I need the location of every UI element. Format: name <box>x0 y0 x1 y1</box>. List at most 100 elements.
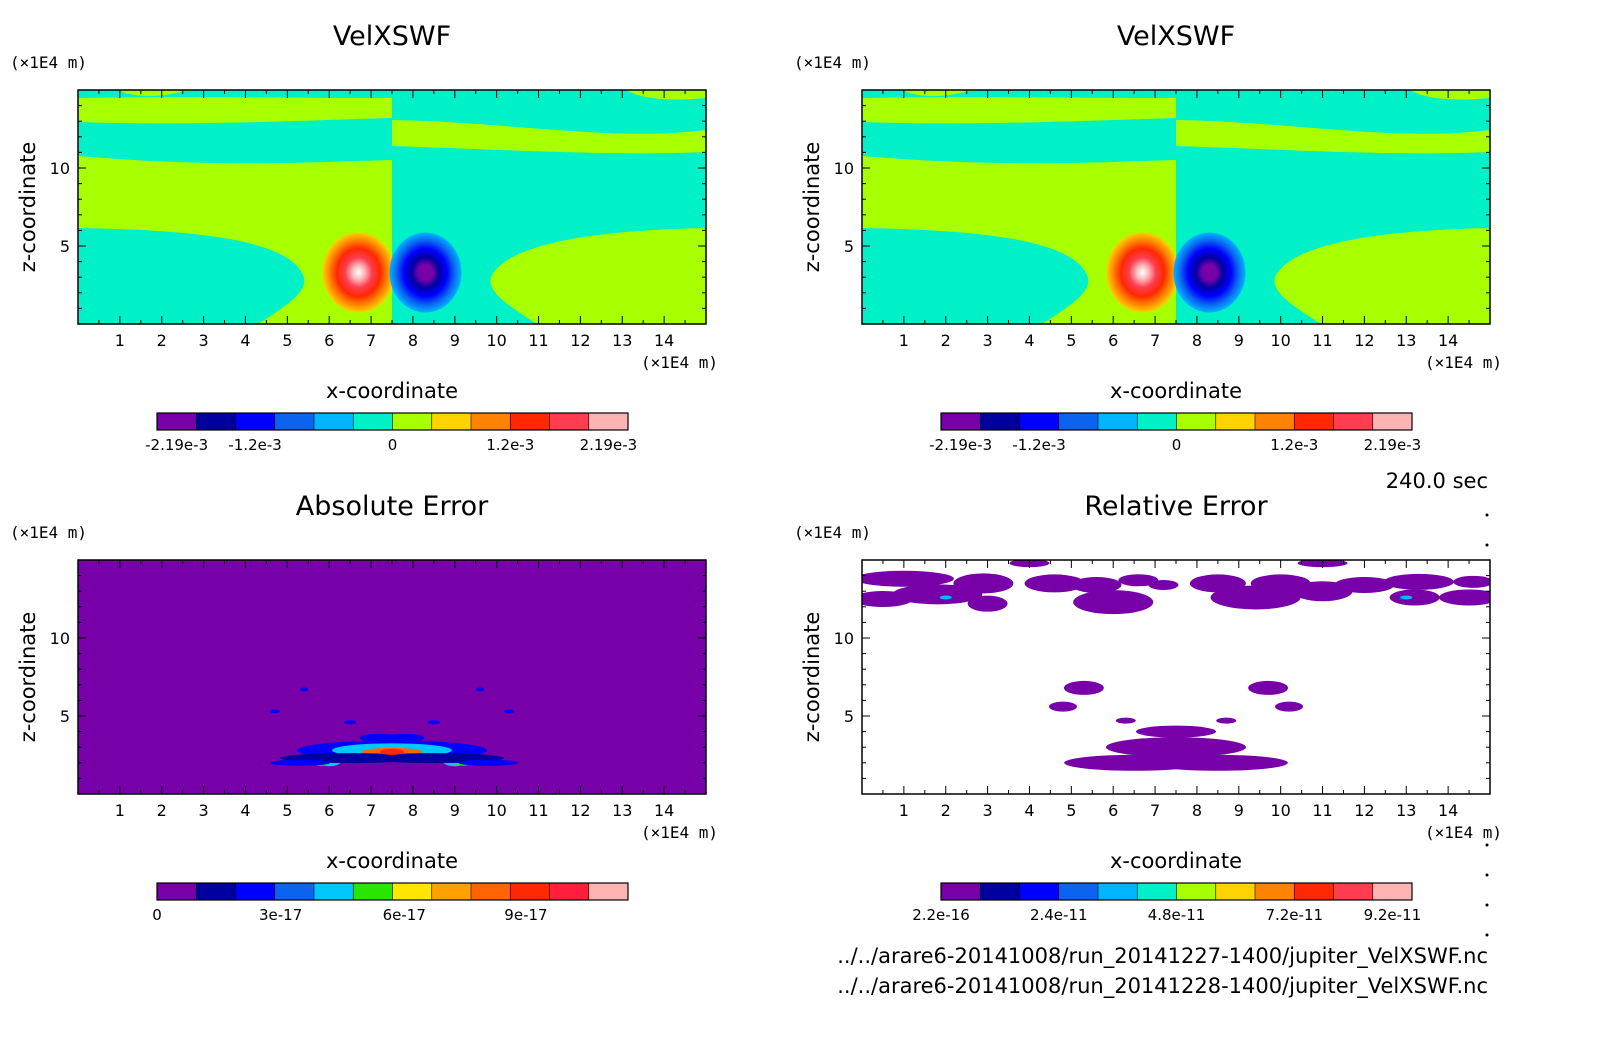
colorbar-cell <box>314 883 354 900</box>
marker-dot <box>1485 843 1489 847</box>
colorbar-cell <box>1098 413 1138 430</box>
colorbar-tick-label: 3e-17 <box>259 906 302 924</box>
x-tick-label: 1 <box>115 331 125 350</box>
x-unit-label: (×1E4 m) <box>641 353 718 372</box>
x-tick-label: 6 <box>324 331 334 350</box>
colorbar-cell <box>314 413 354 430</box>
x-tick-label: 14 <box>1438 801 1458 820</box>
chart-title: Absolute Error <box>296 491 489 522</box>
x-tick-label: 11 <box>528 801 548 820</box>
error-blob <box>1439 589 1490 606</box>
colorbar-cell <box>941 413 981 430</box>
colorbar-cell <box>980 413 1020 430</box>
x-tick-label: 6 <box>1108 801 1118 820</box>
x-tick-label: 2 <box>157 331 167 350</box>
colorbar-cell <box>1098 883 1138 900</box>
error-blob <box>384 733 425 742</box>
x-tick-label: 11 <box>1312 331 1332 350</box>
colorbar-cell <box>1176 413 1216 430</box>
x-tick-label: 8 <box>1192 801 1202 820</box>
x-tick-label: 7 <box>1150 801 1160 820</box>
error-blob <box>458 759 519 766</box>
field-band <box>1410 90 1490 100</box>
y-axis-label: z-coordinate <box>800 142 824 273</box>
x-tick-label: 8 <box>1192 331 1202 350</box>
x-tick-label: 9 <box>1234 801 1244 820</box>
colorbar-cell <box>1058 883 1098 900</box>
colorbar-cell <box>196 883 236 900</box>
colorbar-tick-label: 1.2e-3 <box>486 436 534 454</box>
positive-anomaly <box>1106 232 1179 313</box>
x-tick-label: 6 <box>324 801 334 820</box>
colorbar-cell <box>235 883 275 900</box>
y-unit-label: (×1E4 m) <box>794 523 871 542</box>
colorbar-cell <box>1372 413 1412 430</box>
colorbar-cell <box>1333 883 1373 900</box>
x-axis-label: x-coordinate <box>326 379 458 403</box>
error-blob <box>862 570 954 587</box>
x-axis-label: x-coordinate <box>1110 849 1242 873</box>
colorbar-tick-label: 6e-17 <box>383 906 426 924</box>
marker-dot <box>1485 873 1489 877</box>
x-tick-label: 9 <box>450 801 460 820</box>
colorbar-cell <box>980 883 1020 900</box>
colorbar-cell <box>1255 413 1295 430</box>
error-blob <box>1248 680 1289 695</box>
x-tick-label: 5 <box>282 801 292 820</box>
colorbar-cell <box>1137 883 1177 900</box>
x-tick-label: 10 <box>1270 331 1290 350</box>
colorbar-cell <box>588 413 628 430</box>
colorbar-cell <box>392 883 432 900</box>
file-path: ../../arare6-20141008/run_20141227-1400/… <box>837 944 1488 969</box>
x-tick-label: 14 <box>654 331 674 350</box>
x-tick-label: 4 <box>1024 331 1034 350</box>
x-tick-label: 6 <box>1108 331 1118 350</box>
colorbar-tick-label: 0 <box>388 436 398 454</box>
error-blob <box>1071 576 1122 593</box>
x-tick-label: 4 <box>1024 801 1034 820</box>
x-tick-label: 1 <box>899 801 909 820</box>
y-axis-label: z-coordinate <box>16 612 40 743</box>
error-blob <box>427 720 440 725</box>
x-tick-label: 8 <box>408 801 418 820</box>
field-band <box>118 90 188 97</box>
field-band <box>1274 228 1490 324</box>
colorbar-cell <box>157 883 197 900</box>
negative-anomaly <box>1173 232 1246 313</box>
error-blob <box>1334 576 1395 593</box>
chart-title: VelXSWF <box>333 21 451 52</box>
x-tick-label: 12 <box>1354 801 1374 820</box>
colorbar-cell <box>431 883 471 900</box>
x-tick-label: 14 <box>1438 331 1458 350</box>
x-tick-label: 3 <box>983 331 993 350</box>
error-blob <box>269 759 330 766</box>
x-tick-label: 13 <box>612 331 632 350</box>
error-blob <box>1118 574 1159 587</box>
error-blob <box>967 595 1008 612</box>
error-blob <box>1275 701 1304 712</box>
colorbar-tick-label: 7.2e-11 <box>1265 906 1323 924</box>
x-tick-label: 5 <box>1066 331 1076 350</box>
colorbar-tick-label: 2.19e-3 <box>580 436 638 454</box>
field-band <box>862 228 1089 324</box>
y-tick-label: 10 <box>50 159 70 178</box>
colorbar-cell <box>157 413 197 430</box>
colorbar-tick-label: -2.19e-3 <box>145 436 208 454</box>
field-band <box>1176 120 1490 154</box>
colorbar-tick-label: -1.2e-3 <box>1012 436 1065 454</box>
x-tick-label: 13 <box>1396 331 1416 350</box>
chart-title: Relative Error <box>1084 491 1268 522</box>
positive-anomaly <box>322 232 395 313</box>
error-blob <box>1148 579 1179 590</box>
x-tick-label: 12 <box>570 331 590 350</box>
colorbar-cell <box>1372 883 1412 900</box>
error-blob <box>1073 590 1154 615</box>
time-label: 240.0 sec <box>1386 469 1488 493</box>
colorbar-cell <box>196 413 236 430</box>
error-blob <box>1216 717 1237 724</box>
colorbar-cell <box>1137 413 1177 430</box>
error-peak <box>380 748 404 755</box>
